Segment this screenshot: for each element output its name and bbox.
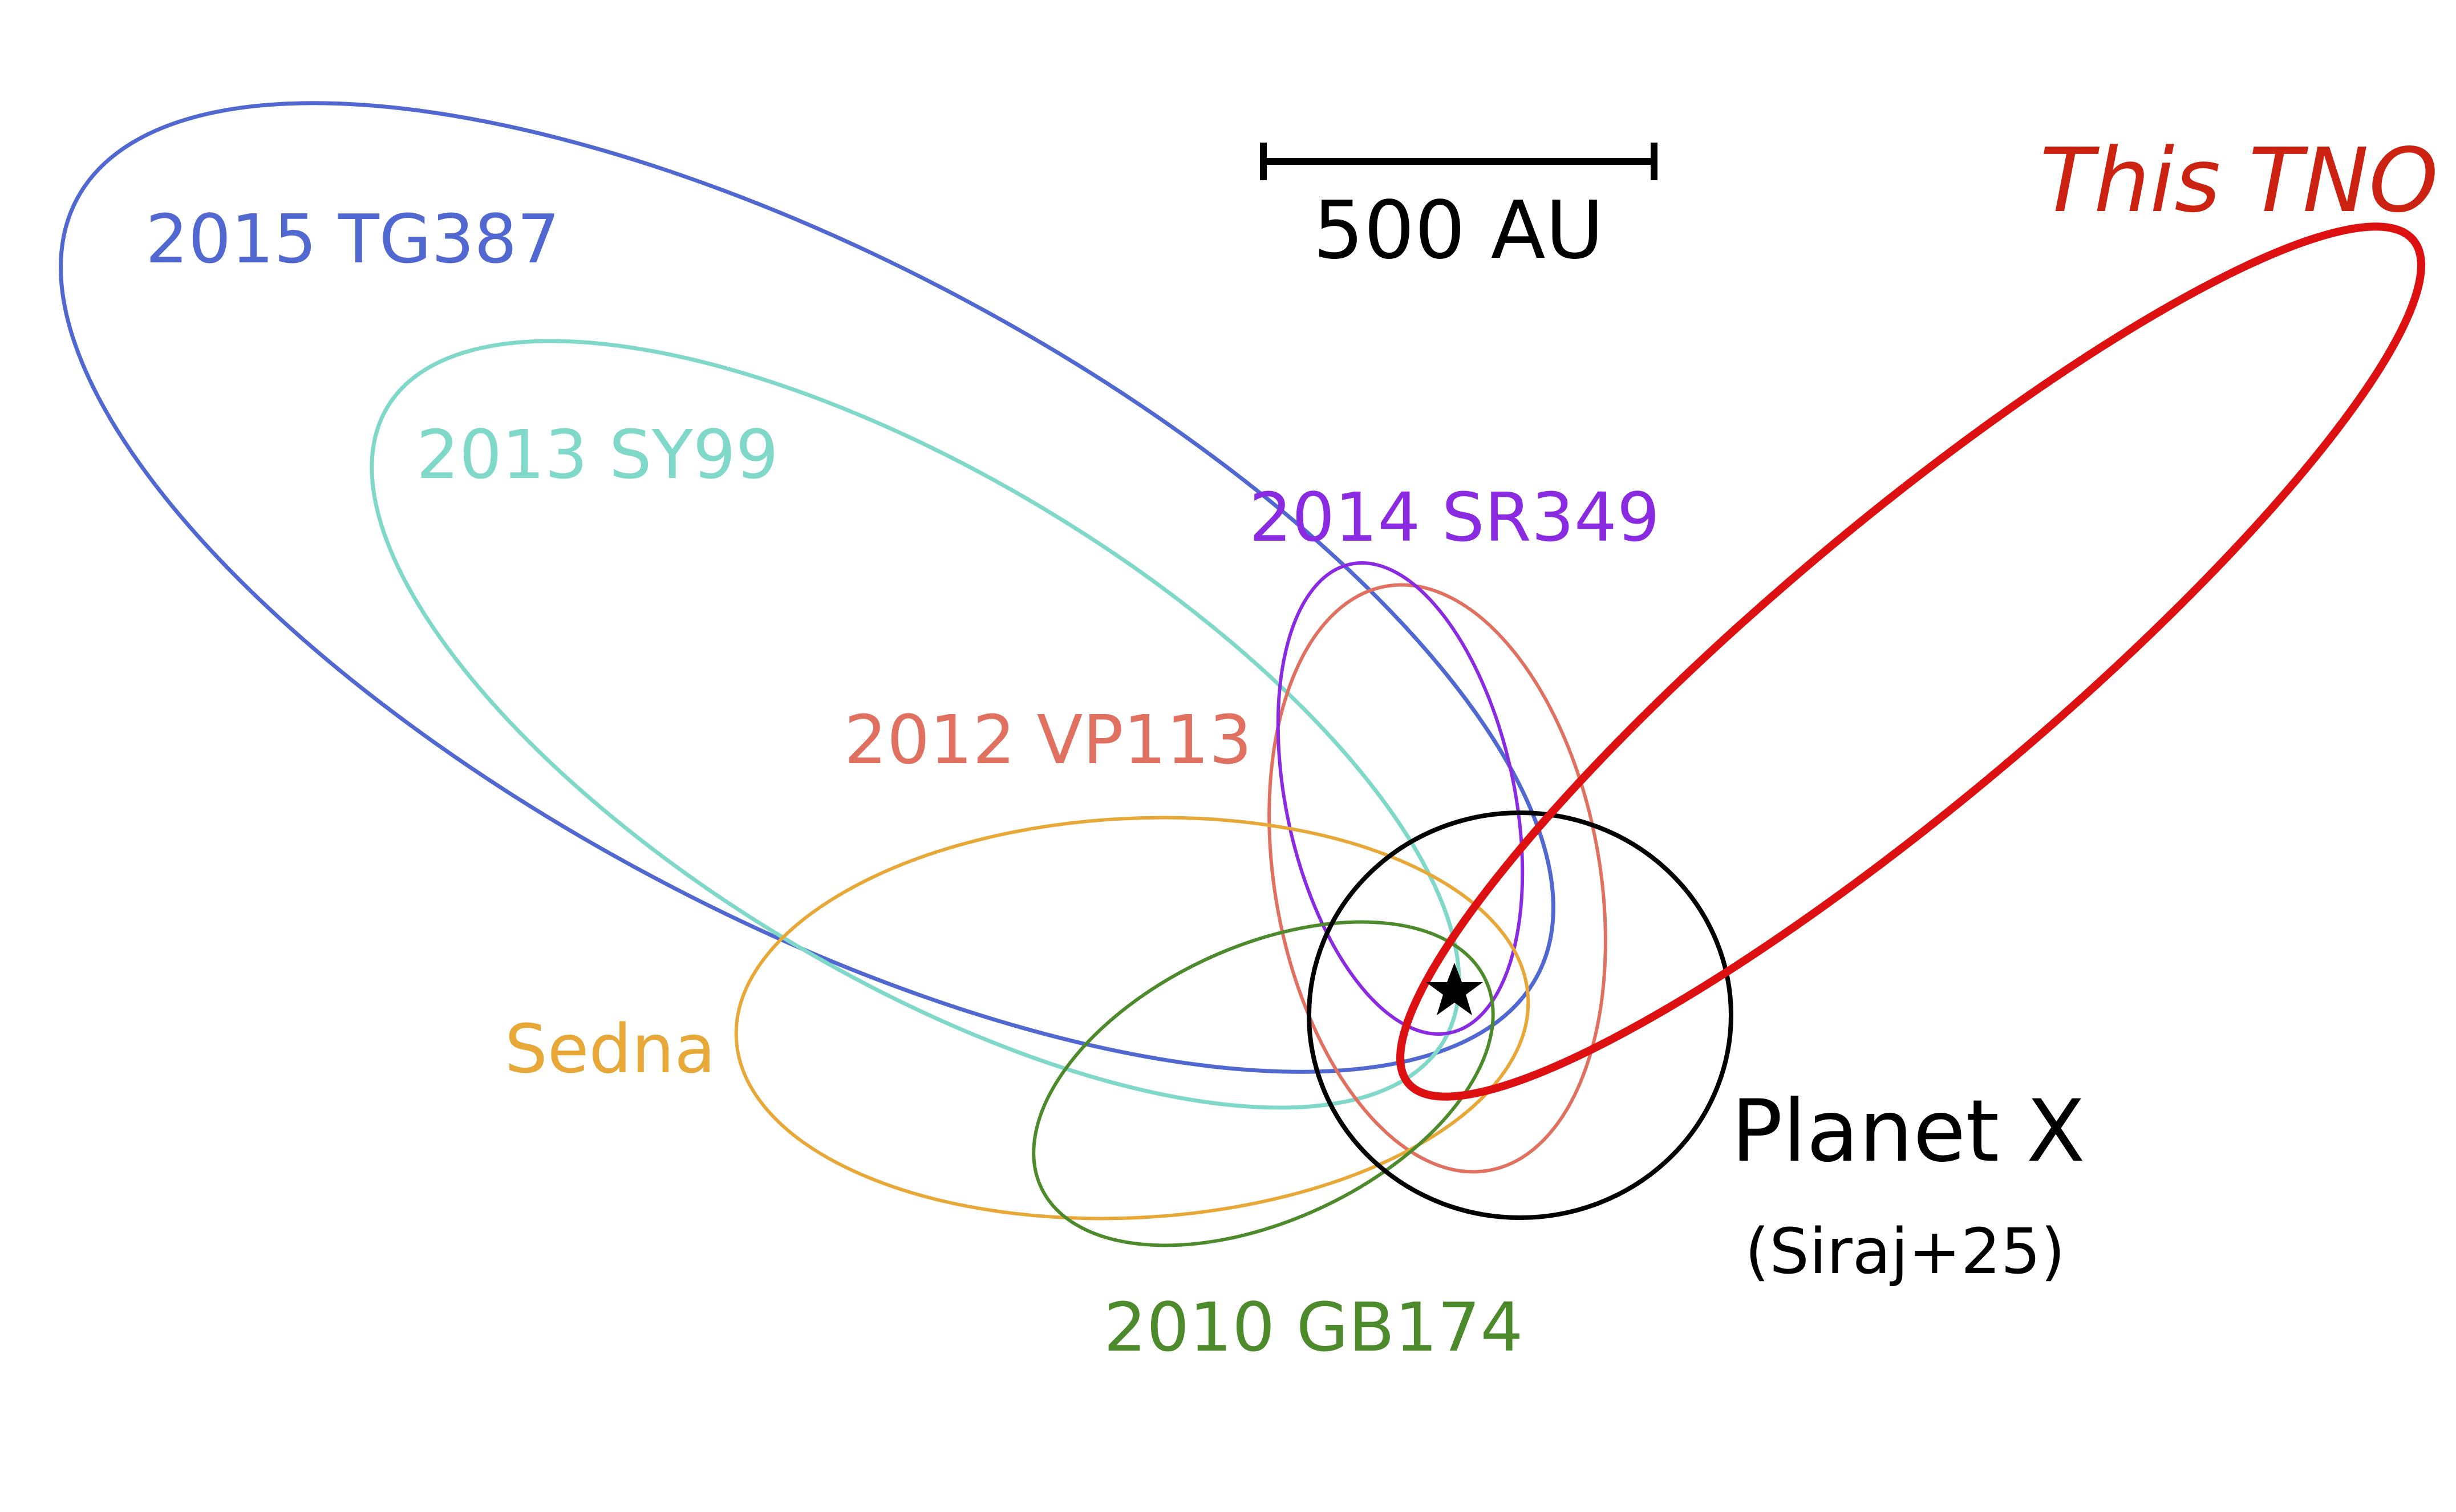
label-2013-sy99: 2013 SY99 [416, 415, 779, 494]
orbit-planet-x [1307, 810, 1733, 1220]
label-planet-x: Planet X [1731, 1082, 2085, 1181]
label-this-tno: This TNO [2040, 129, 2438, 232]
star-icon [1426, 963, 1483, 1015]
orbit-2010-gb174 [1032, 920, 1495, 1247]
orbit-2013-sy99 [370, 339, 1461, 1110]
label-2015-tg387: 2015 TG387 [145, 200, 560, 278]
label-2012-vp113: 2012 VP113 [844, 700, 1252, 779]
scale-bar: 500 AU [1260, 143, 1657, 277]
label-sedna: Sedna [505, 1010, 716, 1088]
orbit-2014-sr349 [1276, 561, 1525, 1036]
label-planet-x-citation: (Siraj+25) [1745, 1215, 2065, 1288]
label-2014-sr349: 2014 SR349 [1249, 478, 1660, 557]
label-2010-gb174: 2010 GB174 [1104, 1288, 1523, 1367]
orbit-this-tno [1396, 222, 2425, 1101]
orbit-2012-vp113 [1267, 583, 1607, 1174]
orbit-2015-tg387 [59, 101, 1555, 1074]
orbit-sedna [734, 816, 1530, 1221]
scale-bar-label: 500 AU [1313, 184, 1604, 277]
